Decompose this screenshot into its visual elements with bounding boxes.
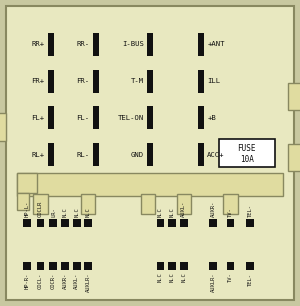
Text: AUXR-: AUXR-	[63, 273, 68, 289]
Text: GND: GND	[130, 151, 144, 158]
Bar	[180, 262, 188, 270]
Text: FR-: FR-	[76, 78, 90, 84]
Bar	[209, 262, 217, 270]
Text: T-M: T-M	[130, 78, 144, 84]
Text: N.C: N.C	[74, 207, 79, 217]
Bar	[93, 143, 99, 166]
Bar	[48, 106, 54, 129]
Text: FR+: FR+	[32, 78, 45, 84]
Text: +B: +B	[207, 115, 216, 121]
Bar	[147, 143, 153, 166]
Bar	[33, 194, 48, 214]
Bar	[23, 262, 31, 270]
Bar	[223, 194, 238, 214]
Text: HP-L-: HP-L-	[25, 201, 29, 217]
Text: ACC+: ACC+	[207, 151, 225, 158]
Text: RR+: RR+	[32, 41, 45, 47]
Bar	[93, 33, 99, 56]
Bar	[147, 106, 153, 129]
Text: TEL-: TEL-	[248, 204, 252, 217]
Bar	[73, 262, 81, 270]
Bar	[37, 219, 44, 227]
Text: AUXLR-: AUXLR-	[211, 273, 215, 292]
Text: FUSE: FUSE	[238, 144, 256, 153]
Bar	[168, 262, 176, 270]
Bar	[198, 143, 204, 166]
Bar	[141, 194, 155, 214]
Bar	[198, 33, 204, 56]
Bar	[73, 219, 81, 227]
Text: +ANT: +ANT	[207, 41, 225, 47]
Bar	[48, 143, 54, 166]
Bar	[147, 33, 153, 56]
Bar	[93, 70, 99, 92]
Bar	[16, 193, 29, 210]
Text: N.C: N.C	[169, 207, 174, 217]
Bar	[226, 219, 234, 227]
Bar	[168, 219, 176, 227]
Bar	[147, 70, 153, 92]
Text: TV-: TV-	[228, 273, 233, 282]
Bar	[177, 194, 191, 214]
Text: N.C: N.C	[169, 273, 174, 282]
Text: AUXL-: AUXL-	[74, 273, 79, 289]
Text: CDCR-: CDCR-	[51, 273, 56, 289]
Text: 10A: 10A	[240, 155, 254, 164]
Text: AUXL-: AUXL-	[182, 201, 186, 217]
Bar	[37, 262, 44, 270]
Bar	[180, 219, 188, 227]
Text: FL-: FL-	[76, 115, 90, 121]
Bar	[61, 262, 69, 270]
Bar	[48, 33, 54, 56]
Bar	[226, 262, 234, 270]
Text: FL+: FL+	[32, 115, 45, 121]
Bar	[23, 219, 31, 227]
Text: CDCL-: CDCL-	[38, 273, 43, 289]
Bar	[81, 194, 95, 214]
Bar	[157, 262, 164, 270]
Text: CDCLR: CDCLR	[38, 201, 43, 217]
Text: N.C: N.C	[182, 273, 186, 282]
Text: HP-R-: HP-R-	[25, 273, 29, 289]
Text: TEL-ON: TEL-ON	[118, 115, 144, 121]
Bar	[84, 262, 92, 270]
Text: TV-: TV-	[228, 207, 233, 217]
Text: N.C: N.C	[86, 207, 91, 217]
Text: I-BUS: I-BUS	[122, 41, 144, 47]
Bar	[50, 219, 57, 227]
Text: ILL: ILL	[207, 78, 220, 84]
Bar	[198, 106, 204, 129]
Bar	[246, 262, 254, 270]
Bar	[246, 219, 254, 227]
Text: TEL-: TEL-	[248, 273, 252, 285]
Bar	[16, 173, 37, 193]
Text: RL-: RL-	[76, 151, 90, 158]
Bar	[61, 219, 69, 227]
Bar	[209, 219, 217, 227]
Text: N.C: N.C	[63, 207, 68, 217]
Bar	[288, 144, 300, 171]
Text: N.C: N.C	[158, 273, 163, 282]
Bar	[84, 219, 92, 227]
Text: RR-: RR-	[76, 41, 90, 47]
Bar	[48, 70, 54, 92]
Text: RL+: RL+	[32, 151, 45, 158]
Bar	[219, 139, 274, 167]
Bar	[93, 106, 99, 129]
Bar	[157, 219, 164, 227]
Bar	[16, 173, 283, 196]
Text: N.C: N.C	[158, 207, 163, 217]
Text: AUXLR-: AUXLR-	[86, 273, 91, 292]
Bar	[288, 83, 300, 110]
Bar	[0, 113, 6, 141]
Text: AUXR-: AUXR-	[211, 201, 215, 217]
Text: LR-: LR-	[51, 207, 56, 217]
Bar	[198, 70, 204, 92]
Bar	[50, 262, 57, 270]
